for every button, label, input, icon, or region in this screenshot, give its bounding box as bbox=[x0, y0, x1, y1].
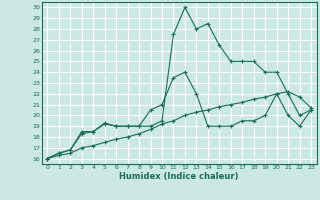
X-axis label: Humidex (Indice chaleur): Humidex (Indice chaleur) bbox=[119, 172, 239, 181]
